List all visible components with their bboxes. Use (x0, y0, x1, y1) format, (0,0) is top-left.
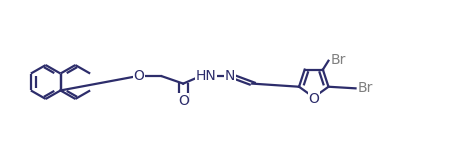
Text: O: O (308, 92, 319, 106)
Text: Br: Br (331, 53, 347, 67)
Text: O: O (178, 93, 189, 108)
Text: Br: Br (358, 81, 373, 95)
Text: N: N (225, 69, 235, 83)
Text: HN: HN (195, 69, 216, 83)
Text: O: O (134, 69, 144, 83)
